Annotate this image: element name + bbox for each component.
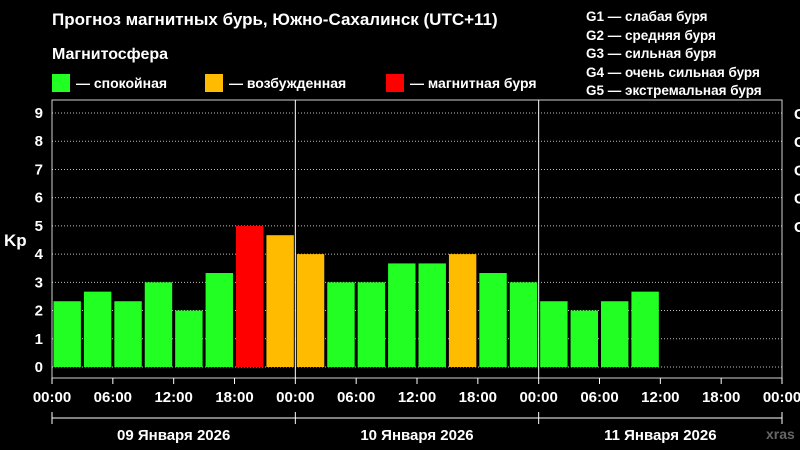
kp-bar: [205, 273, 233, 367]
right-tick-label: G3: [794, 162, 800, 179]
kp-bar: [236, 225, 264, 367]
legend-swatch-storm: [386, 74, 404, 92]
kp-bar: [448, 254, 477, 367]
legend-item-quiet: — спокойная: [52, 74, 167, 92]
x-tick-label: 00:00: [276, 389, 314, 406]
g-scale-item-g3: G3 — сильная буря: [586, 46, 717, 62]
kp-bar: [570, 310, 598, 367]
kp-bar: [296, 254, 325, 367]
g-scale-item-g2: G2 — средняя буря: [586, 27, 716, 43]
y-tick-label: 8: [35, 133, 43, 150]
kp-bar: [601, 301, 629, 367]
right-tick-label: G5: [794, 106, 800, 123]
legend-label-storm: — магнитная буря: [410, 75, 537, 91]
x-tick-label: 12:00: [154, 389, 192, 406]
y-tick-label: 2: [35, 303, 43, 320]
x-tick-label: 18:00: [215, 389, 253, 406]
legend-swatch-active: [205, 74, 223, 92]
x-tick-label: 06:00: [337, 389, 375, 406]
y-tick-label: 3: [35, 274, 43, 291]
day-label: 09 Января 2026: [117, 427, 230, 444]
legend-swatch-quiet: [52, 74, 70, 92]
x-tick-label: 18:00: [459, 389, 497, 406]
legend-label-active: — возбужденная: [229, 75, 347, 91]
right-tick-label: G1: [794, 219, 800, 236]
kp-bar: [509, 282, 538, 367]
y-axis-label: Kp: [4, 231, 27, 250]
kp-bar: [479, 273, 507, 367]
day-label: 10 Января 2026: [360, 427, 473, 444]
kp-bar: [388, 263, 416, 367]
x-tick-label: 00:00: [763, 389, 800, 406]
right-tick-label: G4: [794, 134, 800, 151]
g-scale-list: G1 — слабая буря G2 — средняя буря G3 — …: [586, 8, 762, 101]
y-tick-label: 0: [35, 359, 43, 376]
y-tick-label: 6: [35, 190, 43, 207]
x-tick-label: 12:00: [641, 389, 679, 406]
page-title: Прогноз магнитных бурь, Южно-Сахалинск (…: [52, 10, 498, 29]
right-tick-label: G2: [794, 191, 800, 208]
x-tick-label: 00:00: [519, 389, 557, 406]
kp-bar: [114, 301, 142, 367]
kp-bar: [175, 310, 203, 367]
kp-bar: [357, 282, 386, 367]
g-scale-item-g1: G1 — слабая буря: [586, 9, 708, 24]
x-tick-label: 12:00: [398, 389, 436, 406]
legend-title: Магнитосфера: [52, 46, 169, 63]
legend-item-active: — возбужденная: [205, 74, 346, 92]
legend-label-quiet: — спокойная: [76, 75, 168, 91]
y-tick-label: 1: [35, 331, 43, 348]
kp-bar: [266, 235, 294, 367]
kp-bar: [540, 301, 568, 367]
kp-bar: [631, 291, 659, 367]
x-tick-label: 06:00: [94, 389, 132, 406]
kp-bar: [327, 282, 355, 367]
y-tick-label: 7: [35, 161, 43, 178]
day-label: 11 Января 2026: [604, 427, 717, 444]
legend-item-storm: — магнитная буря: [386, 74, 537, 92]
g-scale-item-g5: G5 — экстремальная буря: [586, 83, 762, 99]
y-tick-label: 4: [35, 246, 44, 263]
x-tick-label: 00:00: [33, 389, 71, 406]
x-tick-label: 18:00: [702, 389, 740, 406]
kp-bar: [144, 282, 173, 367]
y-tick-label: 9: [35, 105, 43, 122]
kp-bar: [53, 301, 81, 367]
x-tick-label: 06:00: [580, 389, 618, 406]
kp-bar: [83, 291, 112, 367]
watermark: xras: [766, 426, 795, 442]
g-scale-item-g4: G4 — очень сильная буря: [586, 64, 760, 80]
kp-bar: [418, 263, 446, 367]
y-tick-label: 5: [35, 218, 43, 235]
